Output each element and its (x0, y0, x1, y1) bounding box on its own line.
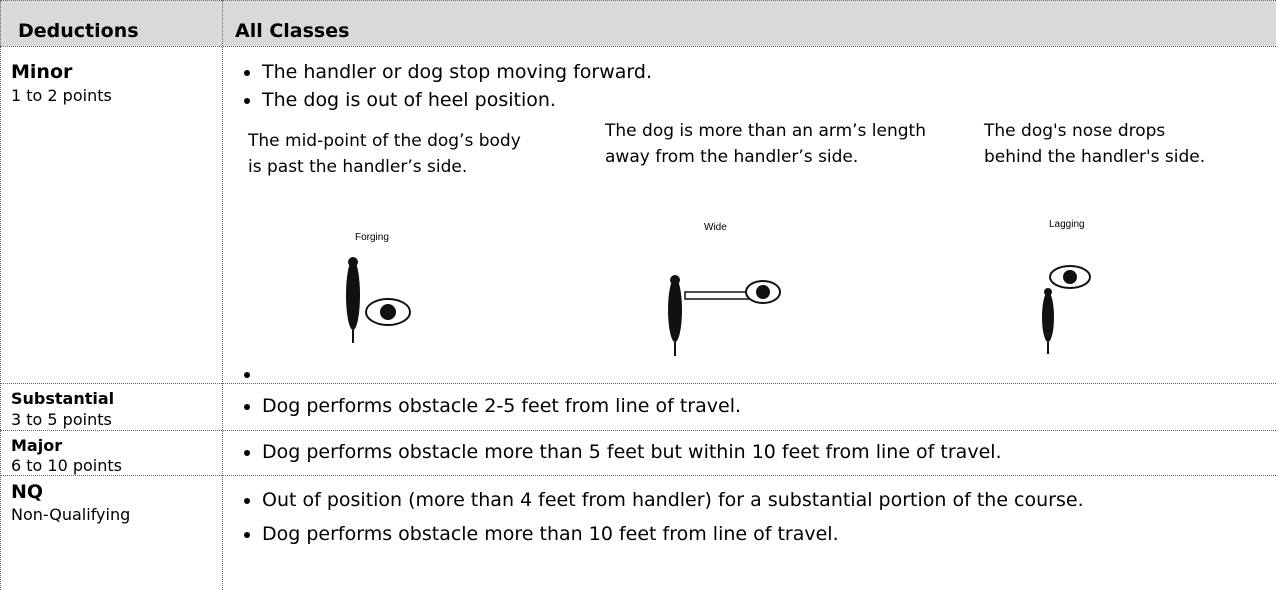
row-label: Major (11, 436, 63, 455)
bullet: The handler or dog stop moving forward. (262, 58, 1265, 86)
row-divider (0, 430, 1276, 431)
lagging-icon (1042, 265, 1091, 354)
bullet-list: Dog performs obstacle more than 5 feet b… (230, 438, 1265, 466)
bullet: Out of position (more than 4 feet from h… (262, 483, 1265, 517)
header-cell: All Classes (235, 20, 350, 42)
row-sub: 1 to 2 points (11, 86, 112, 105)
row-sub: Non-Qualifying (11, 505, 131, 524)
border (0, 0, 1, 590)
bullet: Dog performs obstacle 2-5 feet from line… (262, 392, 1265, 420)
bullet-list: Dog performs obstacle 2-5 feet from line… (230, 392, 1265, 420)
row-label: Substantial (11, 389, 115, 408)
row-sub: 3 to 5 points (11, 410, 112, 429)
figure-label: Wide (704, 222, 727, 233)
row-divider (0, 0, 1276, 1)
row-divider (0, 46, 1276, 47)
figure-label: Forging (355, 232, 389, 243)
bullet: Dog performs obstacle more than 10 feet … (262, 517, 1265, 551)
row-label: Minor (11, 61, 73, 83)
column-divider (222, 0, 223, 590)
bullet-list: Out of position (more than 4 feet from h… (230, 483, 1265, 551)
figure-label: Lagging (1049, 219, 1085, 230)
row-divider (0, 383, 1276, 384)
row-divider (0, 475, 1276, 476)
row-sub: 6 to 10 points (11, 456, 122, 475)
bullet-list: The handler or dog stop moving forward. … (230, 58, 1265, 114)
caption: The dog's nose drops behind the handler'… (984, 121, 1206, 167)
bullet: The dog is out of heel position. (262, 86, 1265, 114)
wide-icon (668, 275, 781, 356)
row-label: NQ (11, 481, 44, 503)
header-cell: Deductions (18, 20, 139, 42)
caption: The mid-point of the dog’s body is past … (248, 131, 521, 177)
header-row (0, 0, 1276, 46)
bullet: Dog performs obstacle more than 5 feet b… (262, 438, 1265, 466)
bullet (262, 360, 282, 388)
caption: The dog is more than an arm’s length awa… (605, 121, 926, 167)
forging-icon (346, 257, 411, 343)
empty-bullet (230, 360, 282, 388)
